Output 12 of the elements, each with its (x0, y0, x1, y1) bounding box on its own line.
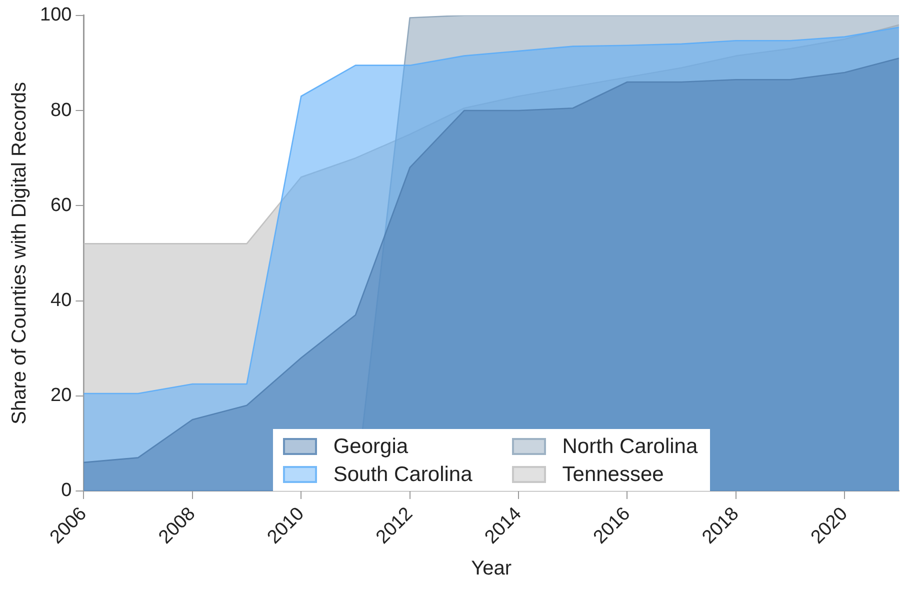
y-tick-label: 20 (50, 385, 72, 406)
legend-label: North Carolina (562, 434, 698, 459)
legend-label: Georgia (333, 434, 408, 459)
y-tick-label: 60 (50, 194, 72, 216)
y-tick-label: 80 (50, 100, 72, 121)
y-tick-label: 40 (50, 290, 72, 311)
y-tick-label: 0 (61, 480, 72, 502)
y-tick-label: 100 (40, 4, 72, 26)
y-axis-title: Share of Counties with Digital Records (8, 82, 31, 424)
legend-label: South Carolina (333, 462, 472, 487)
x-axis-title: Year (471, 558, 512, 580)
legend-label: Tennessee (562, 462, 664, 487)
